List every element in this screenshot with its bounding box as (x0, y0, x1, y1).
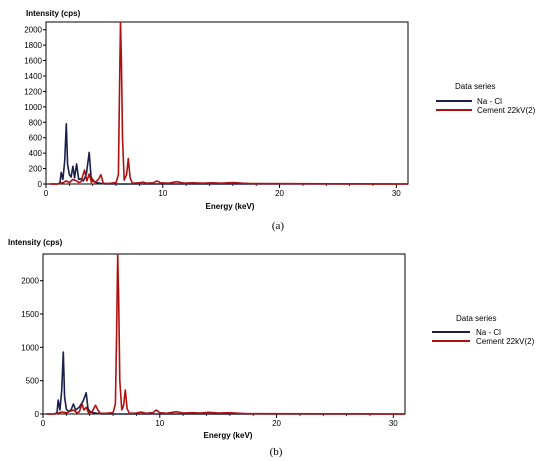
y-axis-title: Intensity (cps) (8, 238, 63, 247)
legend-label-na-cl: Na - Cl (477, 97, 502, 106)
x-tick-label: 20 (272, 419, 281, 428)
y-tick-label: 400 (29, 149, 43, 158)
y-tick-label: 500 (26, 377, 40, 386)
y-tick-label: 600 (29, 134, 43, 143)
panel-label: (a) (272, 220, 285, 232)
x-tick-label: 10 (155, 419, 164, 428)
chart-panel-a: Intensity (cps) 020040060080010001200140… (24, 9, 535, 232)
y-tick-label: 1600 (24, 57, 42, 66)
x-tick-label: 0 (44, 189, 49, 198)
y-axis-title: Intensity (cps) (26, 9, 81, 18)
x-axis-title: Energy (keV) (206, 202, 255, 211)
y-tick-label: 1000 (24, 103, 42, 112)
series-line-cement (49, 21, 409, 185)
y-tick-label: 200 (29, 165, 43, 174)
x-tick-label: 30 (392, 189, 401, 198)
y-tick-label: 1500 (21, 310, 39, 319)
legend-title: Data series (456, 314, 496, 323)
x-tick-label: 30 (389, 419, 398, 428)
legend: Data series Na - Cl Cement 22kV(2) (432, 314, 535, 346)
y-tick-label: 1000 (21, 343, 39, 352)
legend-label-cement: Cement 22kV(2) (477, 106, 536, 115)
x-axis-title: Energy (keV) (204, 431, 253, 440)
legend-title: Data series (455, 82, 495, 91)
legend: Data series Na - Cl Cement 22kV(2) (436, 82, 536, 115)
x-tick-label: 0 (41, 419, 46, 428)
y-tick-label: 0 (35, 410, 40, 419)
y-tick-label: 1400 (24, 72, 42, 81)
plot-area: 0 500 1000 1500 2000 0 10 20 30 (21, 253, 406, 428)
y-tick-label: 2000 (21, 277, 39, 286)
x-tick-label: 20 (275, 189, 284, 198)
y-tick-label: 800 (29, 118, 43, 127)
y-tick-label: 1800 (24, 41, 42, 50)
y-tick-label: 0 (38, 180, 43, 189)
y-tick-label: 2000 (24, 26, 42, 35)
plot-frame (42, 253, 406, 415)
y-tick-label: 1200 (24, 87, 42, 96)
series-line-cement (46, 253, 406, 415)
plot-area: 0 200 400 600 800 1000 1200 1400 1600 1800 2000 0 10… (24, 21, 409, 198)
x-tick-label: 10 (158, 189, 167, 198)
legend-label-na-cl: Na - Cl (476, 328, 501, 337)
legend-label-cement: Cement 22kV(2) (476, 337, 535, 346)
plot-frame (45, 21, 409, 185)
panel-label: (b) (270, 446, 283, 458)
